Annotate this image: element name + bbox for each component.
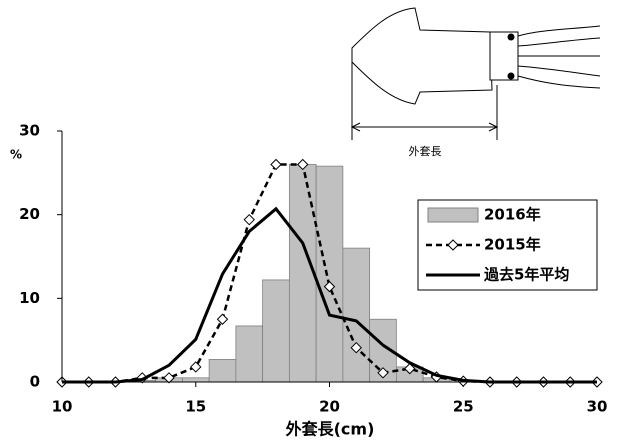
annotation: 外套長 xyxy=(409,145,442,158)
bar xyxy=(343,248,370,382)
bar xyxy=(316,166,343,382)
bar xyxy=(289,164,316,382)
bar xyxy=(209,359,236,382)
x-tick-label: 20 xyxy=(319,398,340,416)
y-tick-label: 30 xyxy=(19,122,40,140)
x-axis-label: 外套長(cm) xyxy=(285,420,375,439)
marker xyxy=(191,362,201,372)
x-tick-label: 25 xyxy=(453,398,474,416)
x-tick-label: 30 xyxy=(587,398,608,416)
marker xyxy=(244,215,254,225)
legend-label: 過去5年平均 xyxy=(483,266,569,284)
y-tick-label: 10 xyxy=(19,289,40,307)
marker xyxy=(218,314,228,324)
marker xyxy=(271,159,281,169)
y-axis-label: % xyxy=(10,148,22,162)
x-tick-label: 10 xyxy=(52,398,73,416)
bar xyxy=(182,378,209,382)
bar xyxy=(263,280,290,382)
x-tick-label: 15 xyxy=(185,398,206,416)
y-tick-label: 0 xyxy=(30,373,40,391)
y-tick-label: 20 xyxy=(19,205,40,223)
chart: 外套長 % 外套長(cm) 0 10 20 30 10 15 20 25 30 2016年 2015… xyxy=(0,0,622,441)
legend-swatch xyxy=(428,208,478,222)
legend-label: 2015年 xyxy=(484,236,541,254)
squid-illustration xyxy=(352,8,600,140)
bar xyxy=(236,326,263,382)
legend-label: 2016年 xyxy=(484,206,541,224)
